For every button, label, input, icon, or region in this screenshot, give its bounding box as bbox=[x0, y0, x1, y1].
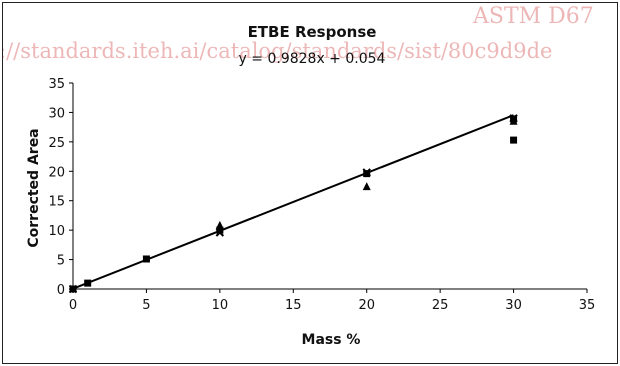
x-tick-label: 30 bbox=[505, 298, 522, 313]
x-tick-label: 5 bbox=[142, 298, 150, 313]
data-point-square bbox=[510, 136, 518, 144]
watermark-url: ://standards.iteh.ai/catalog/standards/s… bbox=[3, 39, 552, 63]
x-tick-label: 35 bbox=[579, 298, 596, 313]
y-axis-label: Corrected Area bbox=[26, 128, 42, 247]
y-tick-label: 0 bbox=[57, 283, 65, 298]
chart-subtitle: y = 0.9828x + 0.054 bbox=[239, 51, 386, 67]
x-tick-label: 15 bbox=[285, 298, 302, 313]
y-axis-ticks: 0 5 10 15 20 25 30 35 bbox=[48, 77, 73, 298]
data-point-square bbox=[142, 255, 150, 263]
x-tick-label: 0 bbox=[69, 298, 77, 313]
x-tick-label: 25 bbox=[432, 298, 449, 313]
y-tick-label: 30 bbox=[48, 106, 65, 121]
y-tick-label: 20 bbox=[48, 165, 65, 180]
data-point-triangle bbox=[362, 182, 371, 191]
y-tick-label: 25 bbox=[48, 136, 65, 151]
x-axis-label: Mass % bbox=[302, 332, 361, 348]
y-tick-label: 35 bbox=[48, 77, 65, 92]
data-point-square bbox=[216, 226, 224, 234]
x-tick-label: 20 bbox=[358, 298, 375, 313]
data-point-triangle bbox=[509, 116, 518, 125]
chart-svg: ASTM D67 ://standards.iteh.ai/catalog/st… bbox=[3, 4, 595, 348]
trendline bbox=[72, 114, 514, 290]
data-point-x bbox=[68, 284, 78, 294]
data-markers bbox=[68, 114, 518, 294]
data-point-x bbox=[362, 168, 371, 177]
data-point-triangle bbox=[215, 220, 224, 229]
data-point-x bbox=[215, 228, 225, 237]
data-point-x bbox=[509, 114, 518, 123]
watermark-top: ASTM D67 bbox=[472, 4, 594, 29]
y-tick-label: 5 bbox=[57, 254, 65, 269]
chart-title: ETBE Response bbox=[248, 23, 377, 41]
x-tick-label: 10 bbox=[212, 298, 229, 313]
data-point-square bbox=[84, 279, 92, 287]
y-tick-label: 10 bbox=[48, 224, 65, 239]
y-tick-label: 15 bbox=[48, 195, 65, 210]
x-axis-ticks: 0 5 10 15 20 25 30 35 bbox=[69, 289, 595, 313]
